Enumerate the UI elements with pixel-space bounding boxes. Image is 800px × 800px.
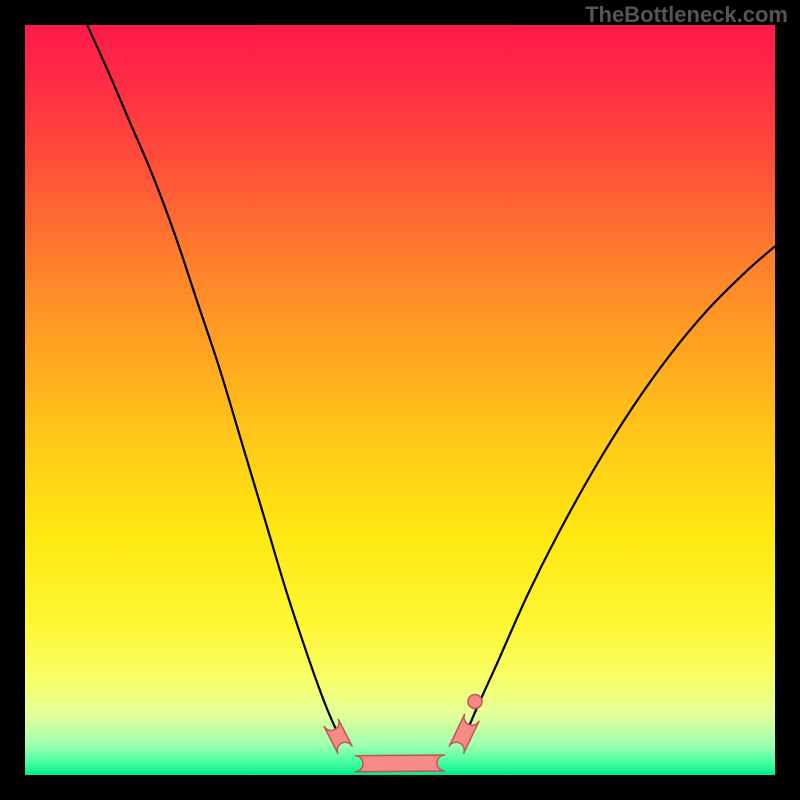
chart-container: TheBottleneck.com <box>0 0 800 800</box>
chart-svg <box>25 25 775 775</box>
plot-area <box>25 25 775 775</box>
curve-left <box>87 25 336 730</box>
bottom-short-segment-0 <box>324 719 352 754</box>
watermark-text: TheBottleneck.com <box>585 2 788 28</box>
bottom-dot-0 <box>468 695 482 709</box>
bottom-long-segment <box>355 755 445 772</box>
bottom-short-segment-1 <box>449 714 479 754</box>
curve-right <box>468 246 776 730</box>
